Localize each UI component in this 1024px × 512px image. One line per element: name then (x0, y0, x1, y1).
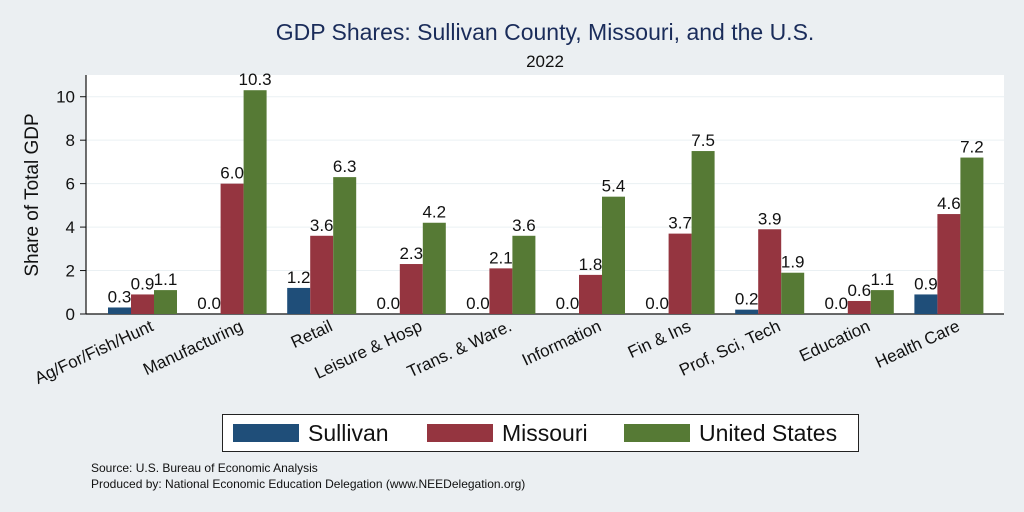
bar-united-states-retail (333, 177, 357, 314)
bar-missouri-health-care (937, 214, 961, 314)
data-label-missouri-trans-ware: 2.1 (489, 248, 513, 267)
data-label-united-states-trans-ware: 3.6 (512, 216, 536, 235)
data-label-sullivan-health-care: 0.9 (914, 274, 938, 293)
data-label-missouri-leisure-hosp: 2.3 (399, 244, 423, 263)
data-label-missouri-prof-sci-tech: 3.9 (758, 209, 782, 228)
data-label-sullivan-prof-sci-tech: 0.2 (735, 290, 759, 309)
x-tick-label-information: Information (519, 316, 604, 369)
gdp-chart: 0.30.9 1.10.06.010.31.23.66.30.02.34.20.0… (22, 19, 1004, 388)
data-label-missouri-ag-for-fish-hunt: 0.9 (131, 274, 155, 293)
bar-sullivan-prof-sci-tech (735, 309, 759, 314)
bar-united-states-leisure-hosp (422, 222, 446, 314)
data-label-united-states-education: 1.1 (870, 270, 894, 289)
x-tick-label-prof-sci-tech: Prof, Sci, Tech (676, 316, 783, 379)
y-tick-label-2: 2 (66, 262, 75, 281)
data-label-sullivan-trans-ware: 0.0 (466, 294, 490, 313)
legend-label-missouri: Missouri (502, 419, 588, 446)
legend-swatch-united-states (624, 424, 690, 442)
bar-missouri-fin-ins (668, 233, 692, 314)
chart-subtitle: 2022 (526, 52, 564, 71)
y-tick-label-10: 10 (56, 88, 75, 107)
data-label-sullivan-manufacturing: 0.0 (197, 294, 221, 313)
produced-by-note: Produced by: National Economic Education… (91, 477, 526, 491)
data-label-united-states-health-care: 7.2 (960, 138, 984, 157)
bar-sullivan-ag-for-fish-hunt (108, 307, 131, 314)
data-label-united-states-prof-sci-tech: 1.9 (781, 253, 805, 272)
x-tick-label-fin-ins: Fin & Ins (625, 316, 694, 362)
x-tick-label-health-care: Health Care (872, 316, 962, 372)
x-tick-label-education: Education (796, 316, 873, 365)
chart-title: GDP Shares: Sullivan County, Missouri, a… (276, 19, 815, 45)
legend-label-sullivan: Sullivan (308, 419, 389, 446)
bar-united-states-health-care (960, 157, 984, 314)
bar-missouri-manufacturing (220, 183, 244, 314)
legend-swatch-sullivan (233, 424, 299, 442)
bar-united-states-prof-sci-tech (781, 272, 805, 314)
legend-item-sullivan: Sullivan (233, 415, 389, 451)
data-label-missouri-retail: 3.6 (310, 216, 334, 235)
bar-missouri-leisure-hosp (399, 264, 423, 314)
legend-swatch-missouri (427, 424, 493, 442)
bar-missouri-retail (310, 235, 334, 314)
bar-missouri-prof-sci-tech (758, 229, 782, 314)
y-tick-label-8: 8 (66, 131, 75, 150)
data-label-missouri-fin-ins: 3.7 (668, 214, 692, 233)
bar-missouri-education (847, 300, 871, 314)
bar-united-states-manufacturing (243, 90, 267, 314)
bar-united-states-trans-ware (512, 235, 536, 314)
y-tick-label-4: 4 (66, 218, 75, 237)
bar-sullivan-retail (287, 287, 311, 314)
legend: Sullivan Missouri United States (222, 414, 859, 452)
y-tick-label-6: 6 (66, 175, 75, 194)
x-tick-label-retail: Retail (288, 316, 335, 352)
x-tick-label-ag-for-fish-hunt: Ag/For/Fish/Hunt (32, 316, 157, 388)
bar-missouri-information (579, 274, 602, 314)
source-note: Source: U.S. Bureau of Economic Analysis (91, 461, 318, 475)
data-label-united-states-fin-ins: 7.5 (691, 131, 715, 150)
data-label-sullivan-ag-for-fish-hunt: 0.3 (108, 287, 132, 306)
data-label-united-states-leisure-hosp: 4.2 (422, 203, 446, 222)
data-label-missouri-health-care: 4.6 (937, 194, 961, 213)
bar-missouri-ag-for-fish-hunt (131, 294, 154, 314)
legend-item-united-states: United States (624, 415, 837, 451)
data-label-united-states-information: 5.4 (602, 177, 626, 196)
data-label-united-states-retail: 6.3 (333, 157, 357, 176)
data-label-sullivan-fin-ins: 0.0 (645, 294, 669, 313)
bar-missouri-trans-ware (489, 268, 513, 314)
legend-item-missouri: Missouri (427, 415, 588, 451)
data-label-united-states-manufacturing: 10.3 (239, 70, 272, 89)
data-label-missouri-information: 1.8 (579, 255, 603, 274)
data-label-missouri-manufacturing: 6.0 (220, 164, 244, 183)
legend-label-united-states: United States (699, 419, 838, 446)
data-label-sullivan-information: 0.0 (556, 294, 580, 313)
data-label-sullivan-education: 0.0 (824, 294, 848, 313)
data-label-sullivan-leisure-hosp: 0.0 (376, 294, 400, 313)
y-tick-label-0: 0 (66, 305, 75, 324)
data-label-united-states-ag-for-fish-hunt: 1.1 (154, 270, 178, 289)
bar-united-states-ag-for-fish-hunt (154, 290, 177, 314)
bar-united-states-information (602, 196, 625, 314)
bar-sullivan-health-care (914, 294, 938, 314)
data-label-missouri-education: 0.6 (847, 281, 871, 300)
y-axis-label: Share of Total GDP (22, 113, 43, 276)
bar-united-states-fin-ins (691, 151, 715, 314)
bar-united-states-education (870, 290, 894, 314)
data-label-sullivan-retail: 1.2 (287, 268, 311, 287)
x-tick-label-manufacturing: Manufacturing (140, 316, 246, 379)
